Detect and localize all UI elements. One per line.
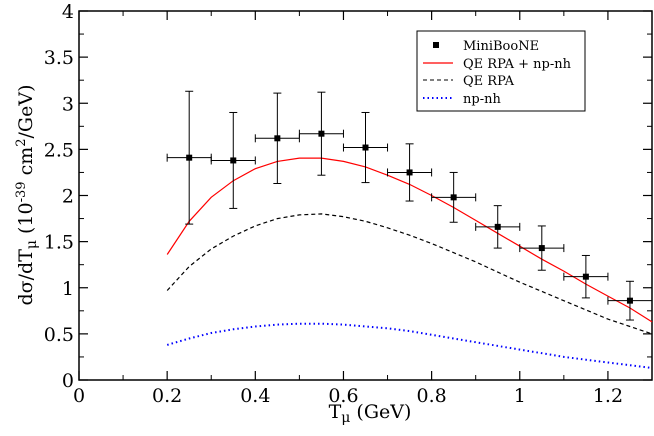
data-point-marker	[230, 157, 237, 164]
data-point-marker	[318, 130, 325, 137]
x-tick-label: 0.8	[417, 385, 447, 407]
legend: MiniBooNE QE RPA + np-nh QE RPA np-nh	[416, 30, 586, 112]
data-points	[166, 90, 653, 321]
legend-label-qe-rpa-npnh: QE RPA + np-nh	[463, 57, 572, 72]
data-point-marker	[538, 245, 545, 252]
legend-marker-miniboone	[433, 42, 439, 48]
data-point-marker	[450, 194, 457, 201]
data-point-marker	[406, 169, 413, 176]
legend-box	[416, 30, 586, 112]
data-point-marker	[274, 135, 281, 142]
series-line-qe-rpa	[166, 213, 653, 335]
x-axis-title: Tμ (GeV)	[329, 401, 412, 426]
series-line-np-nh	[166, 322, 653, 369]
data-point-marker	[582, 273, 589, 280]
y-tick-label: 2	[62, 186, 74, 208]
legend-label-miniboone: MiniBooNE	[463, 39, 539, 54]
y-tick-label: 0	[62, 370, 74, 392]
x-tick-label: 1.2	[593, 385, 623, 407]
y-tick-label: 1	[62, 278, 74, 300]
x-tick-label: 0	[73, 385, 85, 407]
y-tick-label: 4	[62, 1, 74, 23]
x-tick-label: 0.4	[240, 385, 270, 407]
x-tick-label: 0.2	[152, 385, 182, 407]
legend-label-npnh: np-nh	[463, 92, 501, 107]
axis-ticks: 0 0.2 0.4 0.6 0.8 1 1.2 0 0.5 1 1.5 2 2.5 3 3.5 4	[44, 1, 653, 407]
legend-label-qe-rpa: QE RPA	[463, 74, 515, 89]
data-point-marker	[626, 297, 633, 304]
y-tick-label: 2.5	[44, 139, 74, 161]
y-tick-label: 3.5	[44, 47, 74, 69]
x-tick-label: 1	[514, 385, 526, 407]
x-tick-label: 0.6	[328, 385, 358, 407]
y-tick-label: 3	[62, 93, 74, 115]
data-point-marker	[186, 154, 193, 161]
y-axis-title: dσ/dTμ (10-39 cm2/GeV)	[14, 84, 40, 305]
y-tick-label: 1.5	[44, 232, 74, 254]
data-point-marker	[362, 144, 369, 151]
y-tick-label: 0.5	[44, 324, 74, 346]
data-point-marker	[494, 223, 501, 230]
